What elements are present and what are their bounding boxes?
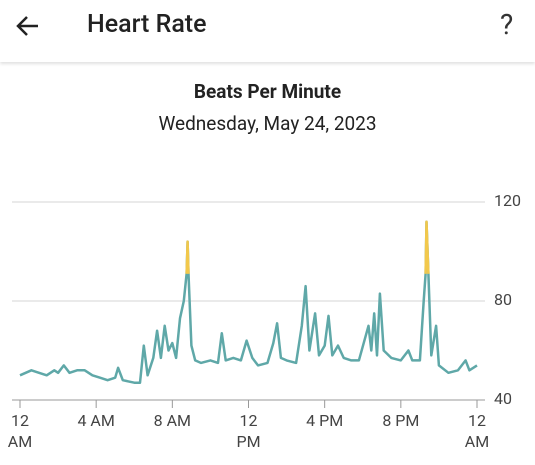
x-tick-label: 12 AM <box>464 411 490 451</box>
y-tick-label: 80 <box>494 290 512 309</box>
heart-rate-line <box>19 220 478 384</box>
page-title: Heart Rate <box>87 10 207 39</box>
header: Heart Rate ? <box>0 0 535 62</box>
heart-rate-line <box>185 220 430 274</box>
x-tick-label: 12 AM <box>7 411 33 451</box>
x-tick-label: 12 PM <box>236 411 261 451</box>
x-tick-label: 8 PM <box>382 411 420 430</box>
x-tick-label: 4 PM <box>306 411 344 430</box>
chart-subtitle: Wednesday, May 24, 2023 <box>158 112 377 135</box>
chart-title: Beats Per Minute <box>193 80 342 103</box>
y-tick-label: 120 <box>494 191 521 210</box>
x-tick-label: 4 AM <box>77 411 115 430</box>
y-tick-label: 40 <box>494 389 512 408</box>
back-button[interactable] <box>12 6 52 46</box>
x-tick-label: 8 AM <box>153 411 192 430</box>
help-button[interactable]: ? <box>500 8 514 41</box>
